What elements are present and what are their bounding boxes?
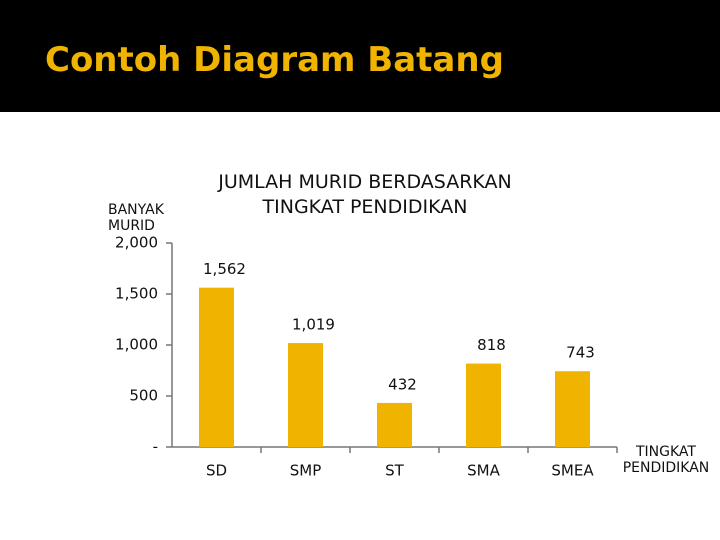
bar [288, 343, 323, 447]
x-tick-label: SD [206, 462, 227, 480]
data-label: 818 [477, 336, 506, 354]
x-axis-label: TINGKAT PENDIDIKAN [622, 444, 710, 477]
y-tick-label: 500 [129, 387, 158, 405]
data-label: 432 [388, 375, 417, 393]
x-tick-label: SMA [467, 462, 500, 480]
x-tick-label: ST [385, 462, 405, 480]
chart-title: JUMLAH MURID BERDASARKAN TINGKAT PENDIDI… [218, 171, 512, 218]
bar [555, 371, 590, 447]
data-label: 1,019 [292, 316, 335, 334]
slide-title: Contoh Diagram Batang [45, 40, 504, 80]
header-band [0, 0, 720, 112]
x-tick-label: SMP [290, 462, 322, 480]
bar [377, 402, 412, 447]
y-tick-label: 2,000 [115, 234, 158, 252]
bar [466, 363, 501, 447]
y-tick-label: - [153, 438, 158, 456]
y-tick-label: 1,500 [115, 285, 158, 303]
data-label: 1,562 [203, 260, 246, 278]
bar [199, 287, 234, 447]
y-axis-label: BANYAK MURID [108, 202, 164, 235]
y-tick-label: 1,000 [115, 336, 158, 354]
x-tick-label: SMEA [551, 462, 594, 480]
data-label: 743 [566, 344, 595, 362]
